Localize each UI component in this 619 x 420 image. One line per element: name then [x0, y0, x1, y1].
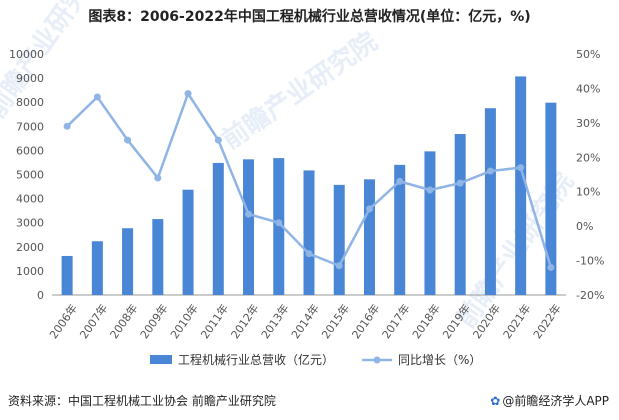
- x-tick-label: 2014年: [288, 301, 322, 341]
- line-point: [365, 205, 373, 213]
- legend: 工程机械行业总营收（亿元） 同比增长（%）: [150, 352, 481, 367]
- x-tick-label: 2017年: [379, 301, 413, 341]
- y-left-tick-label: 1000: [16, 265, 44, 278]
- bar: [515, 76, 527, 296]
- line-point: [124, 136, 132, 144]
- y-left-tick-label: 9000: [16, 72, 44, 85]
- bar: [152, 219, 164, 295]
- x-tick-label: 2018年: [409, 301, 443, 341]
- x-tick-label: 2006年: [46, 301, 80, 341]
- x-tick-label: 2022年: [530, 301, 564, 341]
- y-left-tick-label: 0: [37, 289, 44, 302]
- bar: [61, 255, 73, 295]
- bar: [545, 102, 557, 295]
- legend-line-label: 同比增长（%）: [398, 353, 481, 367]
- bar: [212, 162, 224, 295]
- x-tick-label: 2007年: [77, 301, 111, 341]
- bar: [122, 228, 134, 295]
- line-point: [245, 210, 253, 218]
- line-point: [547, 263, 555, 271]
- line-point: [486, 167, 494, 175]
- line-point: [335, 262, 343, 270]
- bar: [454, 134, 466, 295]
- line-series: [63, 90, 555, 271]
- y-right-tick-label: 40%: [576, 82, 600, 95]
- line-point: [305, 250, 313, 258]
- line-point: [184, 90, 192, 98]
- line-point: [154, 174, 162, 182]
- chart-title: 图表8：2006-2022年中国工程机械行业总营收情况(单位：亿元，%): [88, 9, 531, 25]
- x-tick-label: 2015年: [318, 301, 352, 341]
- y-right-tick-label: 30%: [576, 117, 600, 130]
- logo-icon: ✿: [490, 394, 501, 408]
- bar: [424, 151, 436, 295]
- line-point: [456, 179, 464, 187]
- line-point: [214, 136, 222, 144]
- chart: 2006年2007年2008年2009年2010年2011年2012年2013年…: [9, 48, 604, 367]
- y-right-tick-label: 20%: [576, 151, 600, 164]
- bar: [303, 170, 315, 295]
- credit-text: @前瞻经济学人APP: [502, 394, 609, 408]
- bar-series: [61, 76, 557, 296]
- line-point: [93, 93, 101, 101]
- x-axis-labels: 2006年2007年2008年2009年2010年2011年2012年2013年…: [46, 301, 564, 341]
- source-note: 资料来源：中国工程机械工业协会 前瞻产业研究院: [8, 394, 276, 408]
- line-point: [517, 164, 525, 172]
- bar: [243, 159, 255, 295]
- y-left-tick-label: 5000: [16, 169, 44, 182]
- x-tick-label: 2019年: [439, 301, 473, 341]
- y-right-tick-label: -10%: [576, 255, 604, 268]
- y-left-tick-label: 8000: [16, 96, 44, 109]
- line-point: [275, 219, 283, 227]
- y-left-tick-label: 3000: [16, 217, 44, 230]
- x-tick-label: 2012年: [228, 301, 262, 341]
- y-left-tick-label: 6000: [16, 144, 44, 157]
- bar: [394, 164, 406, 295]
- legend-bar-label: 工程机械行业总营收（亿元）: [178, 352, 334, 367]
- bar: [273, 158, 285, 295]
- x-tick-label: 2013年: [258, 301, 292, 341]
- y-right-tick-label: -20%: [576, 289, 604, 302]
- x-tick-label: 2021年: [500, 301, 534, 341]
- bar: [333, 184, 345, 295]
- line-point: [396, 177, 404, 185]
- x-tick-label: 2016年: [349, 301, 383, 341]
- bar: [484, 108, 496, 295]
- y-left-tick-label: 4000: [16, 193, 44, 206]
- y-left-tick-label: 2000: [16, 241, 44, 254]
- y-axis-labels: 0 1000 2000 3000 4000 5000 6000 7000 8000 9000 100…: [9, 48, 604, 302]
- legend-line-marker: [373, 356, 381, 364]
- line-point: [426, 186, 434, 194]
- x-tick-label: 2011年: [197, 301, 231, 341]
- bar: [91, 241, 103, 295]
- y-right-tick-label: 0%: [576, 220, 593, 233]
- line-point: [63, 122, 71, 130]
- bar: [182, 189, 194, 295]
- x-tick-label: 2020年: [470, 301, 504, 341]
- x-tick-label: 2010年: [167, 301, 201, 341]
- credit: ✿ @前瞻经济学人APP: [490, 392, 609, 409]
- y-left-tick-label: 10000: [9, 48, 44, 61]
- x-tick-label: 2009年: [137, 301, 171, 341]
- x-tick-label: 2008年: [107, 301, 141, 341]
- y-right-tick-label: 10%: [576, 186, 600, 199]
- legend-bar-swatch: [150, 355, 172, 364]
- bar: [363, 179, 375, 295]
- y-right-tick-label: 50%: [576, 48, 600, 61]
- y-left-tick-label: 7000: [16, 120, 44, 133]
